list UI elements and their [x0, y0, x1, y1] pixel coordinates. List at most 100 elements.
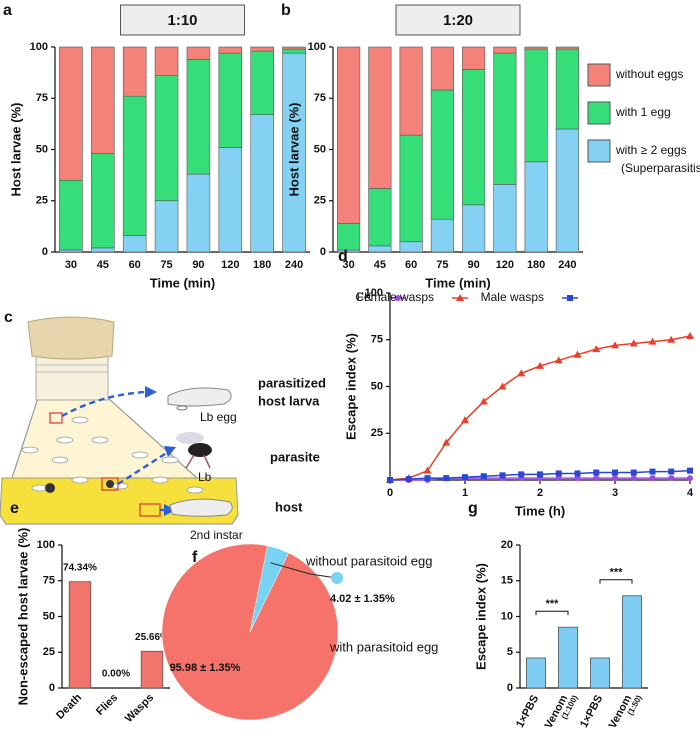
bar-segment — [154, 75, 179, 202]
slice-value: 95.98 ± 1.35% — [170, 662, 241, 674]
y-tick-label: 0 — [507, 682, 513, 694]
bar-segment — [524, 48, 548, 163]
y-tick-label: 75 — [371, 334, 383, 346]
x-tick-label: 1×PBS — [578, 693, 605, 730]
bar-segment — [91, 46, 115, 154]
point — [630, 469, 637, 476]
y-tick-label: 25 — [314, 195, 326, 207]
point — [405, 476, 412, 483]
bar-segment — [399, 241, 423, 253]
x-axis-label: Time (h) — [515, 503, 565, 518]
bar-segment — [91, 153, 115, 249]
slice-label: without parasitoid egg — [305, 553, 432, 568]
slice-value: 4.02 ± 1.35% — [330, 593, 395, 605]
x-tick-label: 45 — [374, 259, 386, 271]
bar-segment — [250, 46, 274, 52]
point — [668, 468, 675, 475]
y-tick-label: 20 — [501, 539, 513, 551]
point — [592, 345, 601, 353]
diagram-label: Lb — [198, 470, 212, 484]
legend-swatch — [587, 63, 611, 87]
y-tick-label: 0 — [49, 682, 55, 694]
x-tick-label: 90 — [468, 259, 480, 271]
bar-segment — [399, 134, 423, 243]
bar-segment — [462, 69, 486, 206]
bar-segment — [218, 147, 243, 253]
legend-label: without eggs — [615, 67, 683, 81]
panel-letter: f — [192, 549, 198, 566]
x-tick-label: 60 — [405, 259, 417, 271]
point — [687, 475, 693, 482]
y-tick-label: 25 — [43, 646, 55, 658]
y-tick-label: 100 — [308, 41, 326, 53]
pie-slice — [249, 545, 289, 633]
y-tick-label: 25 — [36, 195, 48, 207]
x-tick-label: 3 — [612, 487, 618, 499]
point — [537, 471, 543, 478]
bar-segment — [218, 46, 243, 54]
y-axis-label: Escape index (%) — [343, 333, 358, 440]
x-tick-label: 180 — [253, 259, 271, 271]
legend-swatch — [587, 139, 611, 163]
flask-diagram — [0, 316, 239, 525]
y-tick-label: 0 — [320, 246, 326, 258]
x-tick-label: 1 — [462, 487, 468, 499]
point — [649, 468, 656, 475]
y-tick-label: 0 — [42, 246, 48, 258]
point — [686, 332, 694, 340]
label-dot — [331, 572, 343, 584]
diagram-label: Lb egg — [200, 410, 237, 424]
y-tick-label: 5 — [507, 646, 513, 658]
x-tick-label: 30 — [65, 259, 77, 271]
bar-segment — [122, 95, 147, 236]
bar-segment — [555, 128, 579, 253]
y-axis-label: Escape index (%) — [473, 563, 488, 670]
point — [536, 361, 544, 369]
x-tick-label: 90 — [192, 259, 204, 271]
point — [629, 339, 638, 347]
label-dot — [317, 663, 329, 675]
x-tick-label: 1×PBS — [514, 693, 541, 730]
point — [424, 475, 431, 482]
series-line — [389, 335, 691, 481]
x-tick-label: 60 — [129, 259, 141, 271]
y-axis-label: Host larvae (%) — [286, 103, 301, 197]
panel-letter: b — [281, 2, 291, 19]
x-tick-label: 75 — [160, 259, 172, 271]
point — [499, 472, 506, 479]
y-tick-label: 100 — [30, 41, 48, 53]
bar — [526, 657, 547, 689]
point — [649, 475, 656, 482]
x-tick-label: 240 — [558, 259, 576, 271]
bar-segment — [59, 179, 83, 251]
panel-letter: e — [10, 500, 19, 517]
bar — [68, 581, 92, 689]
point — [667, 335, 676, 343]
bar-segment — [59, 249, 83, 253]
x-tick-label: 180 — [527, 259, 545, 271]
title-box — [120, 4, 245, 36]
bar-segment — [337, 46, 361, 224]
legend-swatch — [587, 101, 611, 125]
point — [648, 337, 657, 345]
x-axis-label: Time (min) — [150, 275, 216, 290]
x-tick-label: 120 — [221, 259, 239, 271]
x-tick-label: 2 — [537, 487, 543, 499]
point — [593, 475, 600, 482]
bar-segment — [493, 184, 517, 253]
legend-marker — [567, 295, 573, 301]
point — [387, 477, 393, 483]
point — [573, 350, 582, 358]
legend-note: (Superparasitism) — [621, 161, 700, 175]
point — [593, 469, 600, 476]
y-tick-label: 75 — [36, 92, 48, 104]
point — [462, 474, 468, 481]
bar-segment — [282, 46, 306, 50]
x-tick-label: 75 — [436, 259, 448, 271]
bar-segment — [122, 235, 147, 253]
y-tick-label: 10 — [501, 610, 513, 622]
bar-segment — [186, 58, 211, 175]
bar-segment — [368, 46, 392, 189]
x-tick-label: Death — [54, 691, 84, 721]
